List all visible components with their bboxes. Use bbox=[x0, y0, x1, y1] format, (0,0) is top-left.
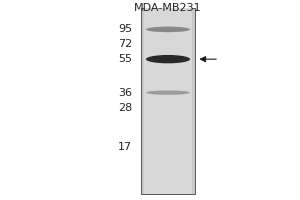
Text: 28: 28 bbox=[118, 103, 132, 113]
Text: 36: 36 bbox=[118, 88, 132, 98]
Text: 55: 55 bbox=[118, 54, 132, 64]
Text: MDA-MB231: MDA-MB231 bbox=[134, 3, 202, 13]
Ellipse shape bbox=[146, 55, 190, 63]
Bar bbox=[144, 8, 192, 194]
Bar bbox=[141, 8, 195, 194]
Ellipse shape bbox=[146, 90, 190, 95]
Text: 17: 17 bbox=[118, 142, 132, 152]
Text: 95: 95 bbox=[118, 24, 132, 34]
Text: 72: 72 bbox=[118, 39, 132, 49]
Ellipse shape bbox=[146, 27, 190, 32]
